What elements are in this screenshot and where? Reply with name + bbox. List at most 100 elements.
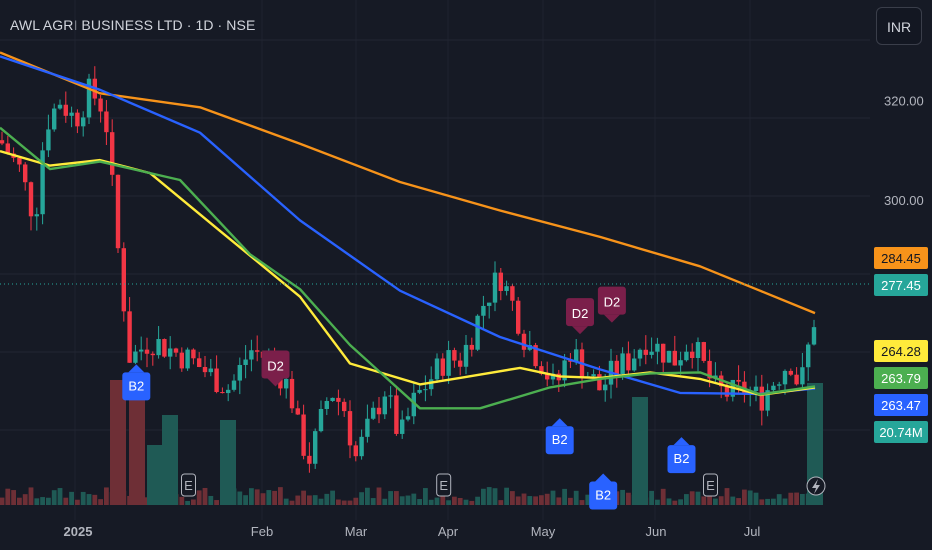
volume-bar xyxy=(289,500,295,505)
candle-body xyxy=(214,368,219,392)
volume-bar xyxy=(776,494,782,505)
volume-bar xyxy=(341,500,347,505)
candle-body xyxy=(481,305,486,316)
volume-bar xyxy=(689,491,695,505)
badge-label: D2 xyxy=(267,358,284,373)
candle-body xyxy=(162,339,167,357)
candle-body xyxy=(202,367,208,373)
volume-bar xyxy=(191,499,196,505)
badge-box xyxy=(261,350,290,379)
candle-body xyxy=(249,350,254,360)
volume-bar xyxy=(220,420,236,505)
candle-body xyxy=(643,349,648,355)
candle-body xyxy=(173,348,179,353)
volume-bar xyxy=(28,487,34,505)
candle-body xyxy=(243,359,248,365)
volume-bar xyxy=(260,493,266,505)
earnings-box xyxy=(436,473,452,497)
price-tag-box xyxy=(874,367,928,389)
currency-button[interactable]: INR xyxy=(876,7,922,45)
candle-body xyxy=(591,374,596,377)
candle-body xyxy=(690,351,695,358)
candle-body xyxy=(115,174,121,249)
candle-body xyxy=(237,364,242,381)
volume-bar xyxy=(753,492,759,505)
volume-bar xyxy=(707,490,712,505)
candle-body xyxy=(388,395,393,397)
badge-label: D2 xyxy=(604,295,621,310)
candle-body xyxy=(324,400,329,409)
volume-bar xyxy=(399,496,405,505)
volume-bar xyxy=(684,494,689,505)
candle-body xyxy=(487,302,492,306)
ma_blue-price-tag: 263.47 xyxy=(874,394,928,416)
volume-bar xyxy=(486,487,492,505)
x-tick-label: Apr xyxy=(438,524,459,539)
candle-body xyxy=(318,408,324,432)
candle-body xyxy=(788,370,793,375)
price-tag-value: 20.74M xyxy=(879,425,922,440)
candle-body xyxy=(800,367,805,385)
badge-box xyxy=(667,445,696,474)
volume-bar xyxy=(208,495,214,505)
volume-bar xyxy=(736,498,741,505)
candle-body xyxy=(701,342,706,361)
candle-body xyxy=(626,353,631,371)
candle-body xyxy=(75,112,80,127)
candle-body xyxy=(394,395,399,434)
volume-bar xyxy=(423,488,428,505)
volume-bar xyxy=(0,497,5,505)
candle-body xyxy=(516,300,521,334)
candle-body xyxy=(574,349,579,362)
badge-arrow xyxy=(673,437,690,446)
candle-body xyxy=(179,352,184,369)
volume-bar xyxy=(312,495,318,505)
volume-bar xyxy=(17,497,22,505)
price-tag-value: 263.79 xyxy=(881,371,921,386)
earnings-marker: E xyxy=(436,473,452,497)
volume-bar xyxy=(405,495,411,505)
volume-bar xyxy=(620,489,625,505)
badge-arrow xyxy=(572,326,588,335)
earnings-label: E xyxy=(706,478,715,493)
candle-body xyxy=(110,132,115,175)
volume-bar xyxy=(573,490,579,505)
volume-bar xyxy=(359,492,364,505)
volume-bar xyxy=(807,383,823,505)
x-tick-label: Jul xyxy=(744,524,761,539)
volume-bar xyxy=(759,499,765,505)
volume-bar xyxy=(556,497,562,505)
candle-body xyxy=(307,455,312,464)
candle-body xyxy=(98,98,103,112)
candle-body xyxy=(289,378,295,409)
volume-bar xyxy=(475,496,480,505)
ma_blue-line xyxy=(0,55,816,396)
volume-bar xyxy=(649,490,654,505)
volume-bar xyxy=(782,498,788,505)
badge-box xyxy=(122,372,151,401)
badge-label: B2 xyxy=(674,451,690,466)
candle-body xyxy=(197,358,202,368)
volume-bar xyxy=(550,490,556,505)
volume-bar xyxy=(370,498,376,505)
candle-body xyxy=(313,431,318,464)
candle-body xyxy=(127,311,132,363)
candle-body xyxy=(620,353,625,375)
candle-body xyxy=(597,374,602,391)
earnings-marker: E xyxy=(181,473,196,497)
volume-bar xyxy=(742,489,747,505)
volume-bar xyxy=(521,493,527,505)
y-tick-label: 300.00 xyxy=(884,193,924,208)
candle-body xyxy=(63,104,68,116)
volume-bar xyxy=(86,494,92,505)
signal-b2-badge: B2 xyxy=(589,473,618,510)
volume-bar xyxy=(63,497,69,505)
moving-averages xyxy=(0,51,816,410)
candle-body xyxy=(81,117,86,127)
ma_orange-price-tag: 284.45 xyxy=(874,247,928,269)
volume-bar xyxy=(110,380,126,505)
volume-bar xyxy=(237,491,243,505)
candle-body xyxy=(57,104,63,109)
